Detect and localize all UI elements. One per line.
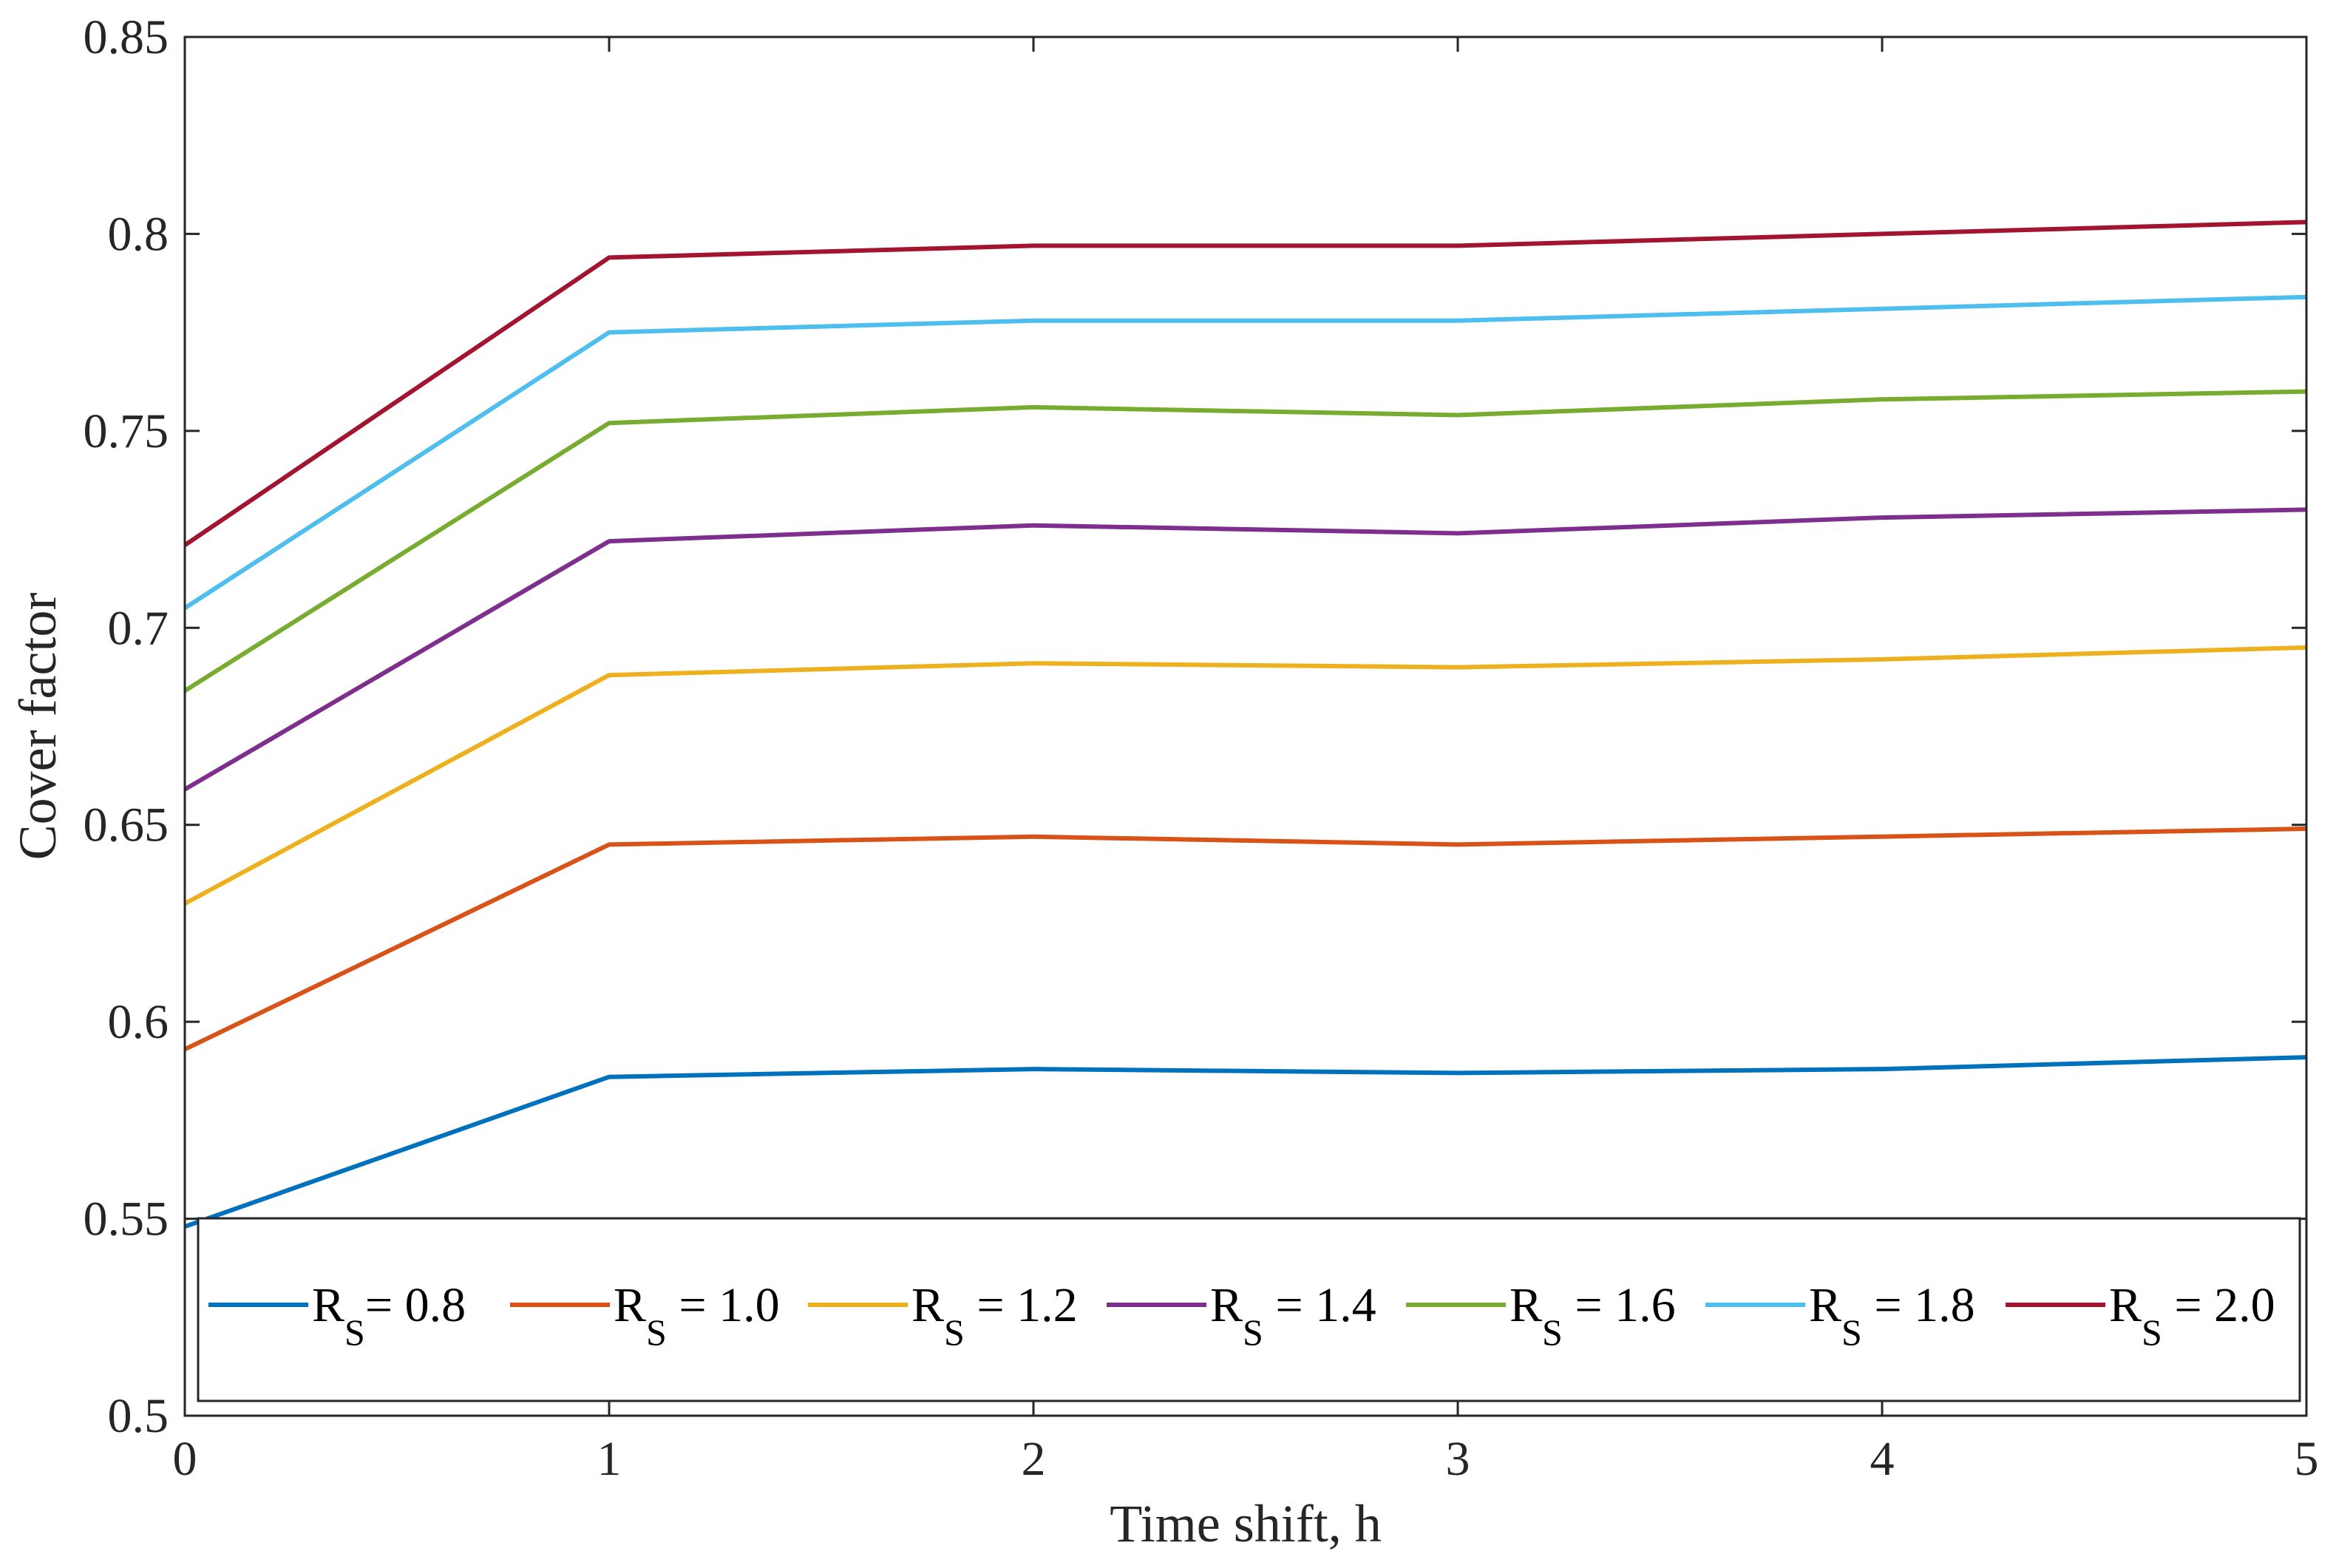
series-line-4 (183, 507, 2307, 792)
x-tick-label: 3 (1446, 1432, 1470, 1486)
legend-label-3: RS = 1.2 (911, 1278, 1078, 1353)
series-line-7 (183, 220, 2307, 547)
series-line-3 (183, 645, 2307, 906)
y-tick-label: 0.7 (108, 601, 169, 655)
y-tick-label: 0.8 (108, 207, 169, 261)
x-tick-label: 4 (1870, 1432, 1895, 1486)
legend-label-1: RS= 0.8 (312, 1278, 466, 1353)
x-tick-label: 1 (597, 1432, 622, 1486)
y-tick-label: 0.85 (84, 10, 169, 64)
legend-label-2: RS = 1.0 (614, 1278, 780, 1353)
x-axis-title: Time shift, h (1110, 1494, 1381, 1553)
y-tick-label: 0.65 (84, 798, 169, 852)
plot-area (185, 37, 2306, 1416)
legend-label-4: RS = 1.4 (1210, 1278, 1376, 1353)
series-line-5 (183, 389, 2307, 693)
y-axis-title: Cover factor (8, 593, 67, 861)
plot-background (185, 37, 2306, 1416)
y-tick-label: 0.75 (84, 404, 169, 458)
y-axis: 0.5 0.55 0.6 0.65 0.7 0.75 0.8 0.85 (84, 10, 2306, 1443)
x-axis: 0 1 2 3 4 5 (173, 37, 2319, 1486)
x-tick-label: 0 (173, 1432, 197, 1486)
axes-frame (183, 35, 2308, 1417)
x-tick-label: 2 (1022, 1432, 1046, 1486)
series-lines (183, 220, 2307, 1229)
x-tick-label: 5 (2295, 1432, 2319, 1486)
y-tick-label: 0.55 (84, 1192, 169, 1246)
series-line-1 (184, 1055, 2307, 1229)
legend-label-7: RS = 2.0 (2109, 1278, 2275, 1353)
legend: RS= 0.8 RS = 1.0 RS = 1.2 RS = 1.4 RS = 1.6 R… (197, 1217, 2301, 1402)
legend-label-6: RS = 1.8 (1809, 1278, 1975, 1353)
legend-box (197, 1217, 2301, 1402)
legend-label-5: RS = 1.6 (1510, 1278, 1676, 1353)
y-tick-label: 0.5 (108, 1389, 169, 1443)
series-line-2 (183, 827, 2307, 1052)
axes-box (183, 35, 2308, 1417)
series-line-6 (183, 294, 2307, 611)
y-tick-label: 0.6 (108, 995, 169, 1049)
